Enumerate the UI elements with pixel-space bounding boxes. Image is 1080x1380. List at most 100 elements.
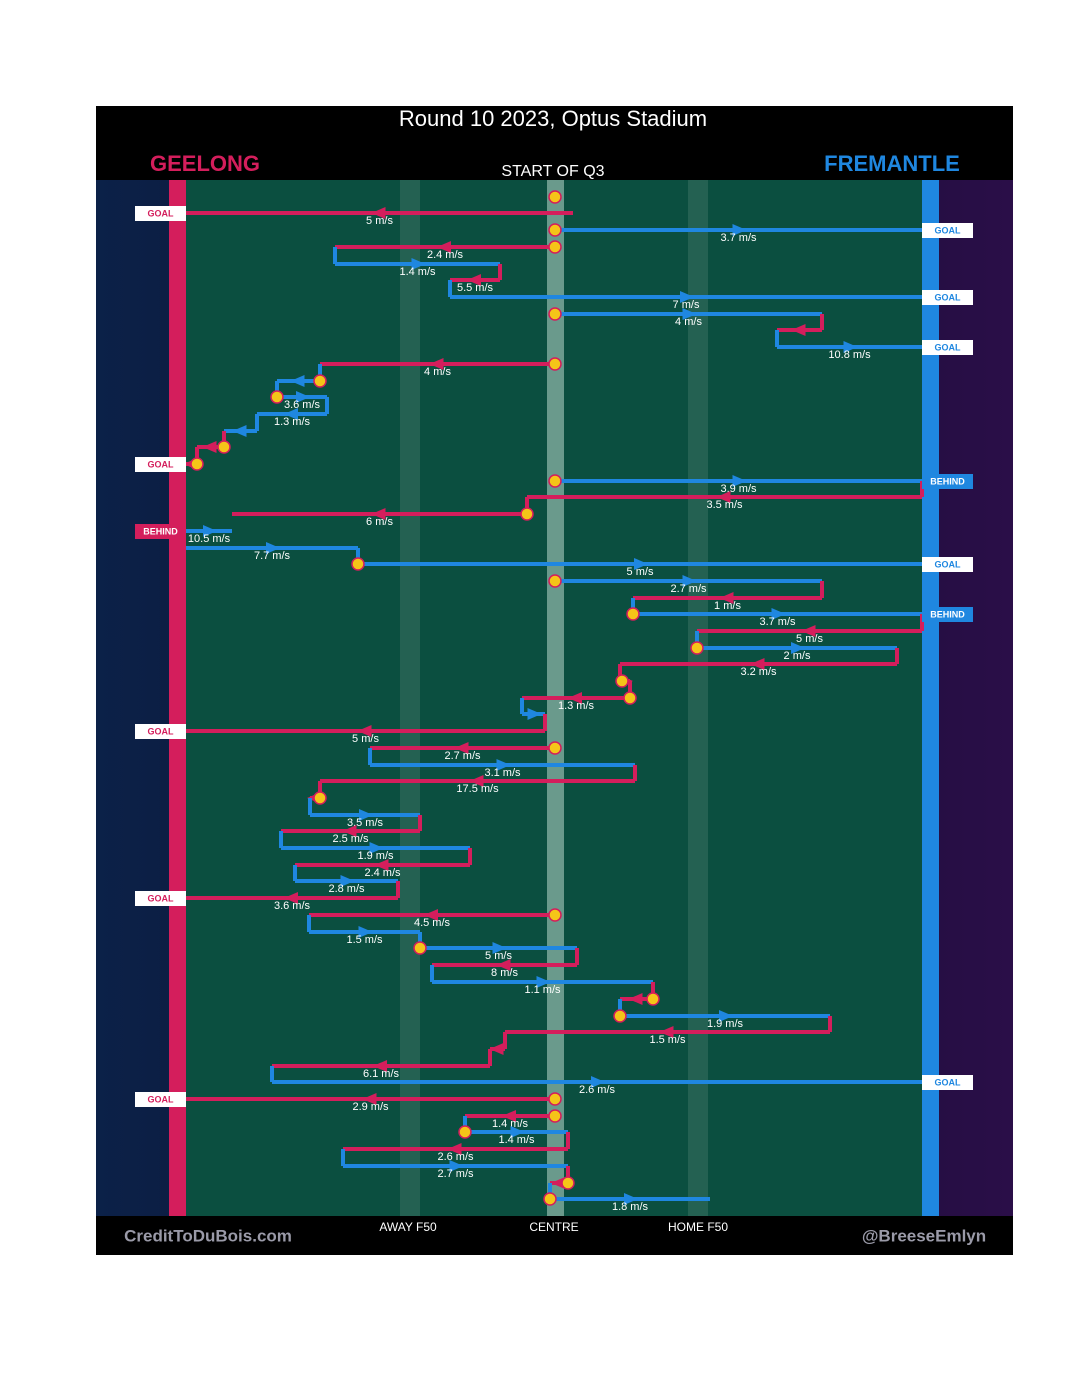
arrow <box>454 742 469 754</box>
arrow <box>791 642 805 654</box>
stoppage-dot <box>548 240 562 254</box>
outcome-box <box>922 290 973 305</box>
stoppage-dot <box>548 474 562 488</box>
speed-label: 5 m/s <box>796 633 823 645</box>
outcome-label: GOAL <box>935 292 962 302</box>
speed-label: 5 m/s <box>485 950 512 962</box>
arrow <box>771 608 786 620</box>
arrow <box>296 391 310 403</box>
arrow <box>358 926 373 938</box>
outcome-label: GOAL <box>148 893 175 903</box>
arrow <box>496 959 511 971</box>
arrow <box>437 241 451 253</box>
stoppage-dot <box>613 1009 627 1023</box>
speed-label: 2 m/s <box>784 650 811 662</box>
speed-label: 2.6 m/s <box>579 1084 616 1096</box>
speed-label: 1 m/s <box>714 600 741 612</box>
outcome-label: BEHIND <box>143 526 178 536</box>
arrow <box>527 708 542 720</box>
speed-label: 1.8 m/s <box>612 1201 649 1213</box>
outcome-box <box>922 223 973 238</box>
speed-label: 6 m/s <box>366 516 393 528</box>
footer-right: @BreeseEmlyn <box>862 1226 986 1245</box>
speed-label: 17.5 m/s <box>456 783 499 795</box>
stoppage-dot <box>646 992 660 1006</box>
outcome-label: GOAL <box>935 559 962 569</box>
stoppage-dot <box>543 1192 557 1206</box>
arrow <box>266 542 280 554</box>
outcome-box <box>922 474 973 489</box>
field-label: AWAY F50 <box>379 1220 437 1234</box>
arrow <box>424 909 438 921</box>
arrow <box>680 291 694 303</box>
arrow <box>232 425 247 437</box>
arrow <box>659 1026 674 1038</box>
outcome-label: BEHIND <box>930 609 965 619</box>
speed-label: 1.4 m/s <box>492 1118 529 1130</box>
outcome-box <box>135 1092 186 1107</box>
stoppage-dot <box>520 507 534 521</box>
arrow <box>202 441 217 453</box>
stoppage-dot <box>217 440 231 454</box>
stoppage-dot <box>190 457 204 471</box>
speed-label: 3.5 m/s <box>706 499 743 511</box>
speed-label: 2.9 m/s <box>352 1101 389 1113</box>
speed-label: 4 m/s <box>675 316 702 328</box>
outcome-label: GOAL <box>148 459 175 469</box>
arrow <box>492 942 507 954</box>
speed-label: 2.8 m/s <box>328 883 365 895</box>
footer-band <box>96 1216 1013 1255</box>
speed-label: 4.5 m/s <box>414 917 451 929</box>
speed-label: 3.1 m/s <box>484 767 521 779</box>
stoppage-dot <box>623 691 637 705</box>
outcome-box <box>135 724 186 739</box>
arrow <box>791 324 806 336</box>
stoppage-dot <box>458 1125 472 1139</box>
speed-label: 4 m/s <box>424 366 451 378</box>
start-label: START OF Q3 <box>501 163 604 180</box>
arrow <box>411 258 426 270</box>
stoppage-dot <box>548 307 562 321</box>
home-f50-line <box>688 180 708 1216</box>
arrow <box>449 1160 464 1172</box>
arrow <box>362 1093 377 1105</box>
speed-label: 3.7 m/s <box>720 232 757 244</box>
arrow <box>682 308 697 320</box>
speed-label: 8 m/s <box>491 967 518 979</box>
home-goal-post <box>169 180 186 1216</box>
arrow <box>467 274 481 286</box>
outcome-label: GOAL <box>148 726 175 736</box>
speed-label: 2.7 m/s <box>670 583 707 595</box>
stoppage-dot <box>313 374 327 388</box>
field-label: HOME F50 <box>668 1220 728 1234</box>
speed-label: 2.4 m/s <box>364 867 401 879</box>
speed-label: 2.6 m/s <box>437 1151 474 1163</box>
arrow <box>374 859 389 871</box>
outcome-label: GOAL <box>935 342 962 352</box>
arrow <box>371 207 386 219</box>
outcome-box <box>922 557 973 572</box>
outcome-box <box>135 457 186 472</box>
outcome-box <box>135 891 186 906</box>
stoppage-dot <box>313 791 327 805</box>
arrow <box>591 1076 605 1088</box>
outcome-label: GOAL <box>148 1094 175 1104</box>
arrow <box>732 475 747 487</box>
speed-label: 7 m/s <box>673 299 700 311</box>
stoppage-dot <box>548 357 562 371</box>
arrow <box>732 224 747 236</box>
speed-label: 1.1 m/s <box>524 984 561 996</box>
arrow <box>284 892 298 904</box>
arrow <box>489 1043 504 1055</box>
stoppage-dot <box>561 1176 575 1190</box>
away-f50-line <box>400 180 420 1216</box>
home-team: GEELONG <box>150 151 260 176</box>
arrow <box>371 508 386 520</box>
arrow <box>203 525 217 537</box>
speed-label: 2.5 m/s <box>332 833 369 845</box>
stoppage-dot <box>548 1092 562 1106</box>
arrow <box>801 625 816 637</box>
arrow <box>634 558 648 570</box>
speed-label: 2.7 m/s <box>437 1168 474 1180</box>
